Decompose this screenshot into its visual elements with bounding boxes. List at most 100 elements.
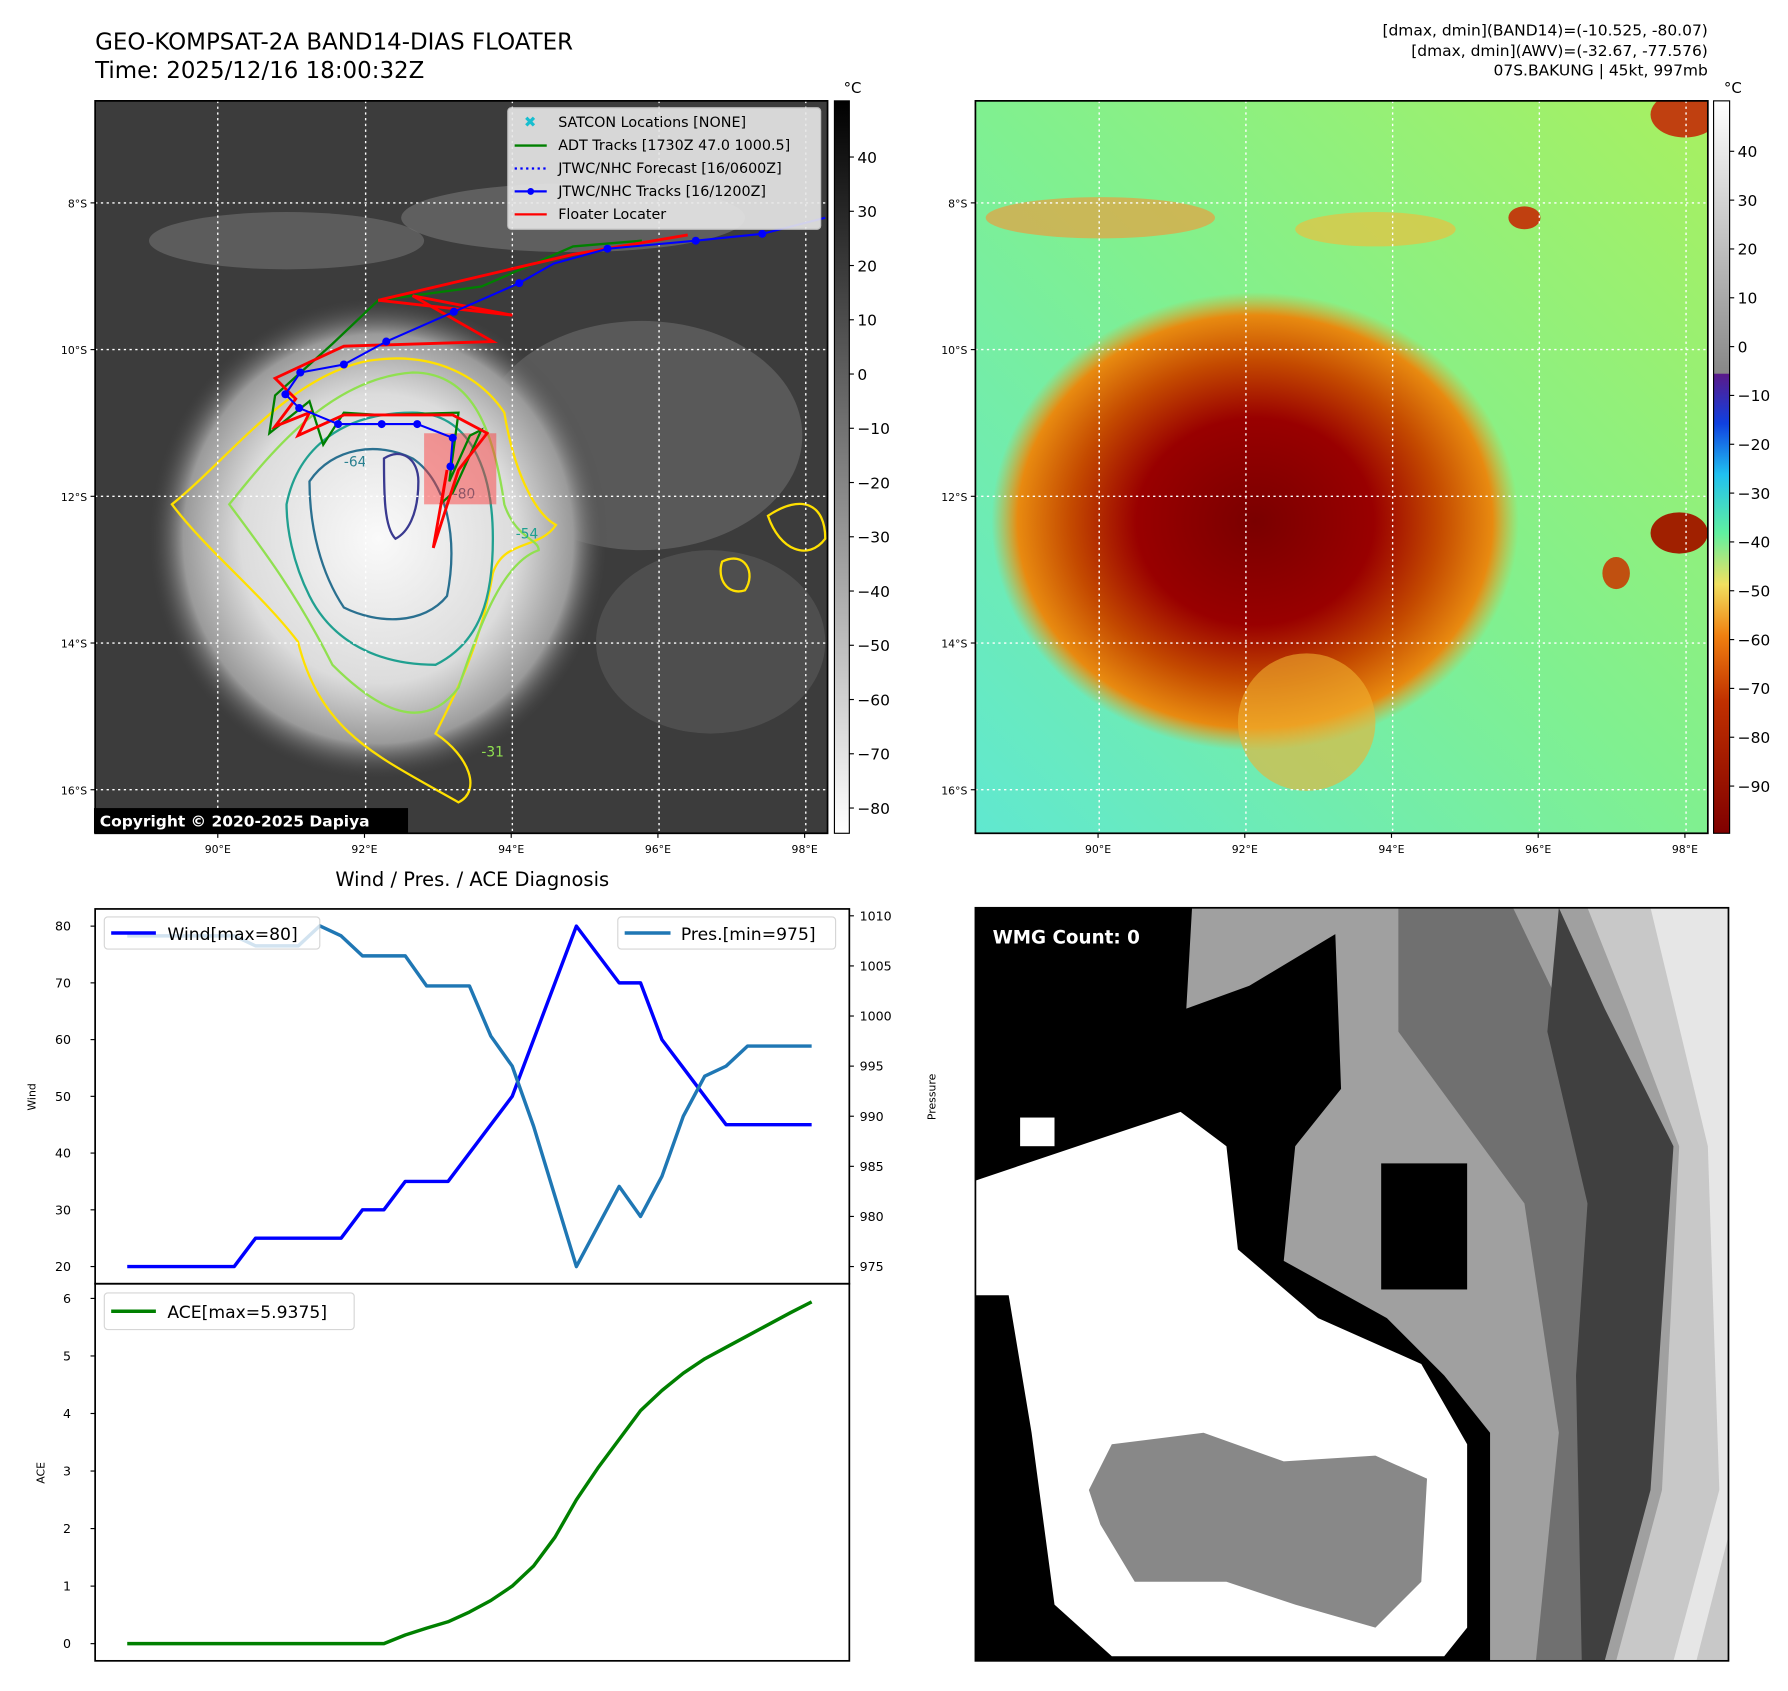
- legend-adt: ADT Tracks [1730Z 47.0 1000.5]: [558, 138, 790, 154]
- colorbar-tick-label: −20: [1738, 436, 1771, 454]
- lat-tick-label: 10°S: [61, 344, 87, 357]
- lat-tick-label: 10°S: [941, 344, 967, 357]
- legend-tracks: JTWC/NHC Tracks [16/1200Z]: [557, 184, 766, 200]
- awv-range: [dmax, dmin](AWV)=(-32.67, -77.576): [1411, 41, 1708, 61]
- ace-tick-label: 2: [63, 1521, 71, 1536]
- lon-tick-label: 96°E: [645, 843, 671, 856]
- colorbar-tick-label: 30: [857, 203, 877, 221]
- colorbar-tick-label: −20: [857, 474, 890, 492]
- copyright-box: [93, 808, 409, 834]
- jtwc-track-points: [281, 229, 767, 471]
- lat-tick-label: 14°S: [941, 638, 967, 651]
- awv-map[interactable]: [975, 92, 1719, 834]
- contour-label: -80: [453, 487, 475, 503]
- pressure-tick-label: 985: [860, 1159, 884, 1174]
- map-legend: ✖ SATCON Locations [NONE] ADT Tracks [17…: [507, 107, 822, 230]
- colorbar-tick-label: 20: [1738, 241, 1758, 259]
- ir-satellite-map[interactable]: -64 -31 -54 -80: [95, 100, 828, 834]
- colorbar-tick-label: −40: [1738, 534, 1771, 552]
- colorbar-tick-label: −60: [857, 691, 890, 709]
- wind-tick-label: 30: [55, 1202, 71, 1217]
- colorbar-tick-label: 10: [1738, 290, 1758, 308]
- awv-colorbar: [1712, 100, 1731, 834]
- colorbar-tick-label: −10: [857, 420, 890, 438]
- pressure-tick-label: 980: [860, 1209, 884, 1224]
- wind-tick-label: 50: [55, 1089, 71, 1104]
- colorbar-tick-label: −10: [1738, 387, 1771, 405]
- contour-label: -64: [344, 455, 366, 471]
- colorbar-tick-label: −80: [1738, 729, 1771, 747]
- pressure-tick-label: 1000: [860, 1009, 892, 1024]
- pressure-tick-label: 975: [860, 1259, 884, 1274]
- legend-floater: Floater Locater: [558, 207, 666, 223]
- colorbar-tick-label: −90: [1738, 778, 1771, 796]
- colorbar-tick-label: 0: [857, 366, 867, 384]
- chart-title: Wind / Pres. / ACE Diagnosis: [335, 868, 609, 891]
- lon-tick-label: 94°E: [498, 843, 524, 856]
- colorbar-tick-label: −50: [1738, 582, 1771, 600]
- lon-tick-label: 98°E: [1672, 843, 1698, 856]
- pressure-tick-label: 990: [860, 1109, 884, 1124]
- pressure-tick-label: 995: [860, 1059, 884, 1074]
- figure-time: Time: 2025/12/16 18:00:32Z: [95, 56, 425, 84]
- contour-label: -31: [481, 744, 503, 760]
- wind-line: [127, 924, 812, 1269]
- lat-tick-label: 12°S: [61, 491, 87, 504]
- wind-axis-label: Wind: [26, 1083, 39, 1110]
- lon-tick-label: 90°E: [205, 843, 231, 856]
- pressure-legend-label: Pres.[min=975]: [681, 925, 816, 945]
- wind-tick-label: 60: [55, 1032, 71, 1047]
- colorbar-tick-label: −50: [857, 637, 890, 655]
- lat-tick-label: 8°S: [948, 197, 967, 210]
- ace-line: [127, 1300, 813, 1646]
- satcon-marker-icon: ✖: [524, 113, 536, 131]
- colorbar-unit: °C: [1724, 79, 1742, 97]
- lat-tick-label: 14°S: [61, 638, 87, 651]
- lon-tick-label: 94°E: [1378, 843, 1404, 856]
- ace-axes: [94, 1282, 851, 1662]
- lon-tick-label: 90°E: [1085, 843, 1111, 856]
- figure-title: GEO-KOMPSAT-2A BAND14-DIAS FLOATER: [95, 27, 574, 56]
- colorbar-tick-label: 40: [857, 149, 877, 167]
- colorbar-tick-label: 0: [1738, 338, 1748, 356]
- ace-tick-label: 5: [63, 1349, 71, 1364]
- ace-tick-label: 0: [63, 1636, 71, 1651]
- floater-track: [270, 233, 688, 549]
- colorbar-unit: °C: [844, 79, 862, 97]
- lon-tick-label: 92°E: [1232, 843, 1258, 856]
- pressure-tick-label: 1010: [860, 908, 892, 923]
- colorbar-tick-label: 30: [1738, 192, 1758, 210]
- lon-tick-label: 98°E: [792, 843, 818, 856]
- ace-axis-label: ACE: [35, 1462, 48, 1484]
- ace-tick-label: 3: [63, 1464, 71, 1479]
- pressure-legend: Pres.[min=975]: [617, 916, 837, 950]
- colorbar-tick-label: −30: [1738, 485, 1771, 503]
- copyright: Copyright © 2020-2025 Dapiya: [100, 812, 370, 830]
- wmg-panel[interactable]: [975, 907, 1729, 1661]
- ace-tick-label: 6: [63, 1291, 71, 1306]
- pressure-axis-label: Pressure: [925, 1073, 938, 1120]
- legend-forecast: JTWC/NHC Forecast [16/0600Z]: [557, 161, 782, 177]
- colorbar-tick-label: −70: [1738, 680, 1771, 698]
- wind-tick-label: 20: [55, 1259, 71, 1274]
- colorbar-tick-label: 40: [1738, 143, 1758, 161]
- colorbar-tick-label: −40: [857, 583, 890, 601]
- colorbar-tick-label: −30: [857, 529, 890, 547]
- colorbar-tick-label: 10: [857, 312, 877, 330]
- wind-tick-label: 40: [55, 1146, 71, 1161]
- wind-tick-label: 80: [55, 919, 71, 934]
- map-gridlines: [975, 100, 1708, 834]
- ace-tick-label: 1: [63, 1579, 71, 1594]
- wind-tick-label: 70: [55, 975, 71, 990]
- ace-legend: ACE[max=5.9375]: [103, 1292, 355, 1331]
- wind-legend-label: Wind[max=80]: [167, 925, 297, 945]
- colorbar-tick-label: −80: [857, 800, 890, 818]
- ace-tick-label: 4: [63, 1406, 71, 1421]
- lon-tick-label: 96°E: [1525, 843, 1551, 856]
- bt-colorbar: [833, 100, 850, 834]
- lat-tick-label: 16°S: [61, 784, 87, 797]
- lat-tick-label: 16°S: [941, 784, 967, 797]
- contour-labels: -64 -31 -54 -80: [344, 455, 538, 761]
